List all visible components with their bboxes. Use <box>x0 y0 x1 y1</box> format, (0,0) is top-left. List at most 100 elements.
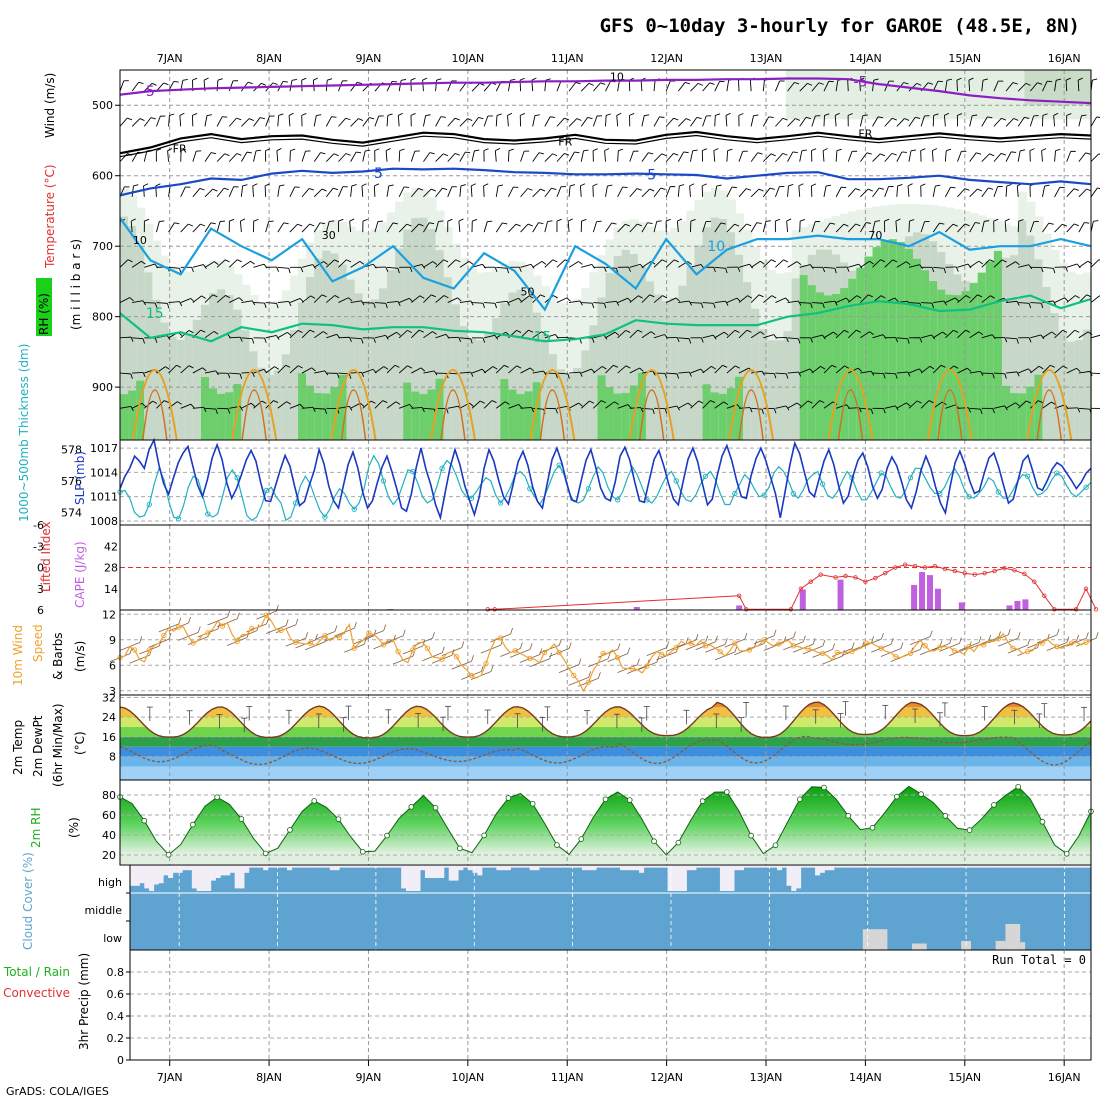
wind-barb-feather <box>139 118 145 121</box>
wind-barb-feather <box>953 329 959 333</box>
wind10m-axis-label: 10m Wind <box>11 625 25 686</box>
wind-barb <box>1005 185 1008 197</box>
rh-point-12 <box>262 850 269 857</box>
wind-barb-feather <box>348 406 353 411</box>
wind-barb <box>508 223 517 233</box>
wind-barb-feather <box>297 223 303 227</box>
wind-barb-feather <box>395 401 401 405</box>
wind-barb-feather <box>650 331 656 335</box>
wind-barb-feather <box>865 222 871 224</box>
wind-barb-feather <box>869 260 874 265</box>
wind-barb <box>1005 118 1015 127</box>
wind-barb <box>1017 150 1021 162</box>
rh-band-high <box>969 283 979 440</box>
wind-barb-feather <box>242 184 248 187</box>
slp-line <box>119 437 1092 521</box>
wind-barb-feather <box>867 188 873 192</box>
low-cloud-gap-1 <box>911 943 927 950</box>
wind-barb-feather <box>1084 222 1090 224</box>
wind-barb-feather <box>753 114 759 117</box>
high-cloud-gap-105 <box>629 865 635 871</box>
high-cloud-gap-133 <box>762 865 768 868</box>
wind-barb <box>313 222 321 233</box>
wind-barb <box>617 80 620 92</box>
wind-barb <box>932 364 942 374</box>
wind-barb-feather <box>1040 334 1045 340</box>
wind-barb-feather <box>855 188 861 191</box>
wind-barb-feather <box>807 400 813 404</box>
wind-barb-feather <box>895 337 899 343</box>
wind-barb <box>1065 80 1068 92</box>
wind-barb-feather <box>551 187 557 190</box>
wind-barb-feather <box>387 113 393 116</box>
wind-barb-feather <box>312 264 317 269</box>
wind-barb <box>860 331 870 339</box>
wind-barb-feather <box>203 264 207 269</box>
wind-barb <box>823 331 834 339</box>
wind-barb-feather <box>310 295 316 299</box>
warm-isotherm-inner <box>937 389 963 441</box>
wind-barb <box>240 185 244 197</box>
wind-barb <box>398 186 405 198</box>
wind-barb-feather <box>248 118 254 121</box>
high-cloud-gap-130 <box>748 865 754 868</box>
high-cloud-gap-151 <box>848 865 854 868</box>
wind-barb <box>1054 80 1057 92</box>
wind-barb-feather <box>831 364 837 368</box>
rh-point-78 <box>1063 850 1070 857</box>
wind-barb <box>993 186 999 198</box>
wind-barb-feather <box>527 188 533 191</box>
wind-speed-path-point <box>454 654 460 660</box>
high-cloud-gap-59 <box>410 865 416 891</box>
wind-barb-feather <box>648 152 654 155</box>
label-freezing-1: FR <box>173 143 187 156</box>
cape-bar-8 <box>934 588 941 610</box>
wind-barb-feather <box>202 367 207 372</box>
wind-barb-feather <box>1055 148 1061 152</box>
wind-barb <box>617 223 626 233</box>
surface-barb-feather <box>168 633 172 640</box>
rh-point-16 <box>311 798 318 804</box>
wind-barb <box>580 400 590 409</box>
wind-barb <box>641 331 652 339</box>
wind-barb <box>277 365 286 374</box>
wind-barb-feather <box>987 116 993 119</box>
wind-barb-feather <box>349 337 352 342</box>
wind-barb-feather <box>531 77 537 81</box>
wind-barb-feather <box>338 218 344 222</box>
high-cloud-gap-4 <box>149 865 155 891</box>
wind-barb-feather <box>1052 268 1056 274</box>
wind-barb-feather <box>203 407 207 412</box>
wind-barb <box>1041 150 1043 162</box>
wind-barb <box>860 370 872 374</box>
wind-barb-feather <box>928 400 934 404</box>
high-cloud-gap-56 <box>396 865 402 868</box>
wind-barb-feather <box>143 183 149 187</box>
wind-speed-path-point <box>1010 645 1016 651</box>
wind-barb <box>714 331 725 339</box>
thickness-line-point <box>732 490 738 497</box>
wind-barb-feather <box>383 366 389 370</box>
wind-barb-feather <box>1004 218 1010 222</box>
wind-barb <box>398 223 408 233</box>
wind-barb <box>192 406 204 409</box>
wind-barb-feather <box>309 223 315 227</box>
wind-barb-feather <box>1040 267 1044 273</box>
slp-tick-1008: 1008 <box>90 515 118 528</box>
isotherm-5 <box>119 167 1092 197</box>
wind-barb <box>239 221 242 233</box>
wind-barb <box>532 188 541 198</box>
wind-barb <box>179 115 182 127</box>
wind-barb <box>665 297 677 303</box>
wind-barb <box>1066 367 1077 374</box>
high-cloud-gap-128 <box>738 865 745 871</box>
wind-barb-feather <box>857 367 863 372</box>
wind-barb-feather <box>640 407 644 413</box>
high-cloud-gap-46 <box>348 865 354 868</box>
wind-barb <box>265 115 270 127</box>
wind-barb-feather <box>1001 259 1007 263</box>
wind-barb-feather <box>287 332 292 336</box>
lifted-index-point-27 <box>1022 571 1027 577</box>
rh-tick-40: 40 <box>102 829 116 842</box>
